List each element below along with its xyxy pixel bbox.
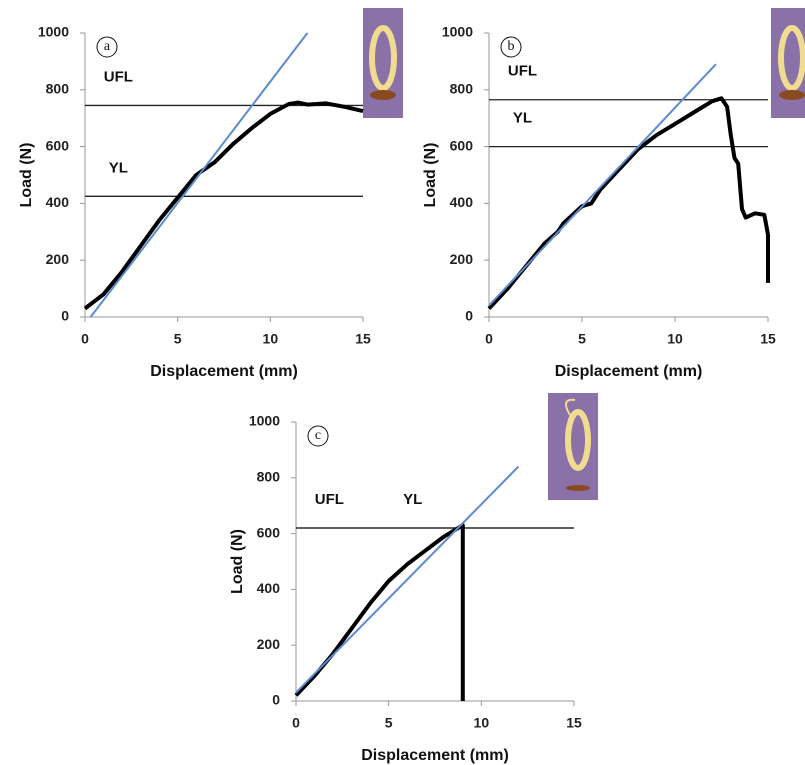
y-tick-label: 200: [257, 636, 281, 652]
x-tick-label: 0: [81, 331, 89, 347]
y-tick-label: 0: [272, 692, 280, 708]
reference-label: YL: [403, 491, 422, 508]
panel-label: a: [104, 39, 111, 54]
panel-label: c: [315, 428, 321, 443]
x-axis-title: Displacement (mm): [150, 363, 298, 380]
x-tick-label: 0: [292, 715, 300, 731]
x-tick-label: 0: [485, 331, 493, 347]
y-axis-title: Load (N): [422, 143, 439, 208]
y-tick-label: 800: [46, 81, 70, 97]
y-tick-label: 400: [450, 194, 474, 210]
y-tick-label: 0: [61, 308, 69, 324]
panel-label: b: [508, 39, 515, 54]
x-tick-label: 15: [760, 331, 776, 347]
reference-label: UFL: [104, 68, 133, 85]
y-tick-label: 600: [257, 524, 281, 540]
y-tick-label: 600: [46, 137, 70, 153]
specimen-photo: [363, 8, 403, 118]
specimen-photo: [771, 8, 805, 118]
y-tick-label: 1000: [38, 24, 69, 40]
x-tick-label: 10: [667, 331, 683, 347]
linear-fit: [488, 63, 717, 307]
load-curve: [294, 523, 465, 701]
specimen-photo: [548, 393, 598, 500]
linear-fit: [295, 465, 520, 694]
panel-circle: [96, 36, 118, 58]
x-axis-title: Displacement (mm): [361, 747, 509, 764]
y-tick-label: 600: [450, 137, 474, 153]
y-tick-label: 800: [450, 81, 474, 97]
x-tick-label: 15: [355, 331, 371, 347]
reference-label: YL: [109, 159, 128, 176]
reference-label: UFL: [315, 491, 344, 508]
x-tick-label: 10: [474, 715, 490, 731]
x-tick-label: 15: [566, 715, 582, 731]
y-tick-label: 1000: [249, 413, 280, 429]
x-tick-label: 5: [385, 715, 393, 731]
x-tick-label: 5: [174, 331, 182, 347]
y-axis-title: Load (N): [18, 143, 35, 208]
x-tick-label: 10: [263, 331, 279, 347]
y-tick-label: 400: [257, 580, 281, 596]
reference-label: YL: [513, 110, 532, 127]
y-tick-label: 400: [46, 194, 70, 210]
panel-circle: [307, 425, 329, 447]
y-tick-label: 800: [257, 469, 281, 485]
y-tick-label: 0: [465, 308, 473, 324]
x-axis-title: Displacement (mm): [555, 363, 703, 380]
y-tick-label: 200: [46, 251, 70, 267]
load-curve: [487, 96, 770, 310]
load-curve: [83, 100, 364, 311]
y-tick-label: 200: [450, 251, 474, 267]
x-tick-label: 5: [578, 331, 586, 347]
y-tick-label: 1000: [442, 24, 473, 40]
panel-circle: [500, 36, 522, 58]
y-axis-title: Load (N): [229, 529, 246, 594]
reference-label: UFL: [508, 63, 537, 80]
linear-fit: [89, 32, 309, 318]
